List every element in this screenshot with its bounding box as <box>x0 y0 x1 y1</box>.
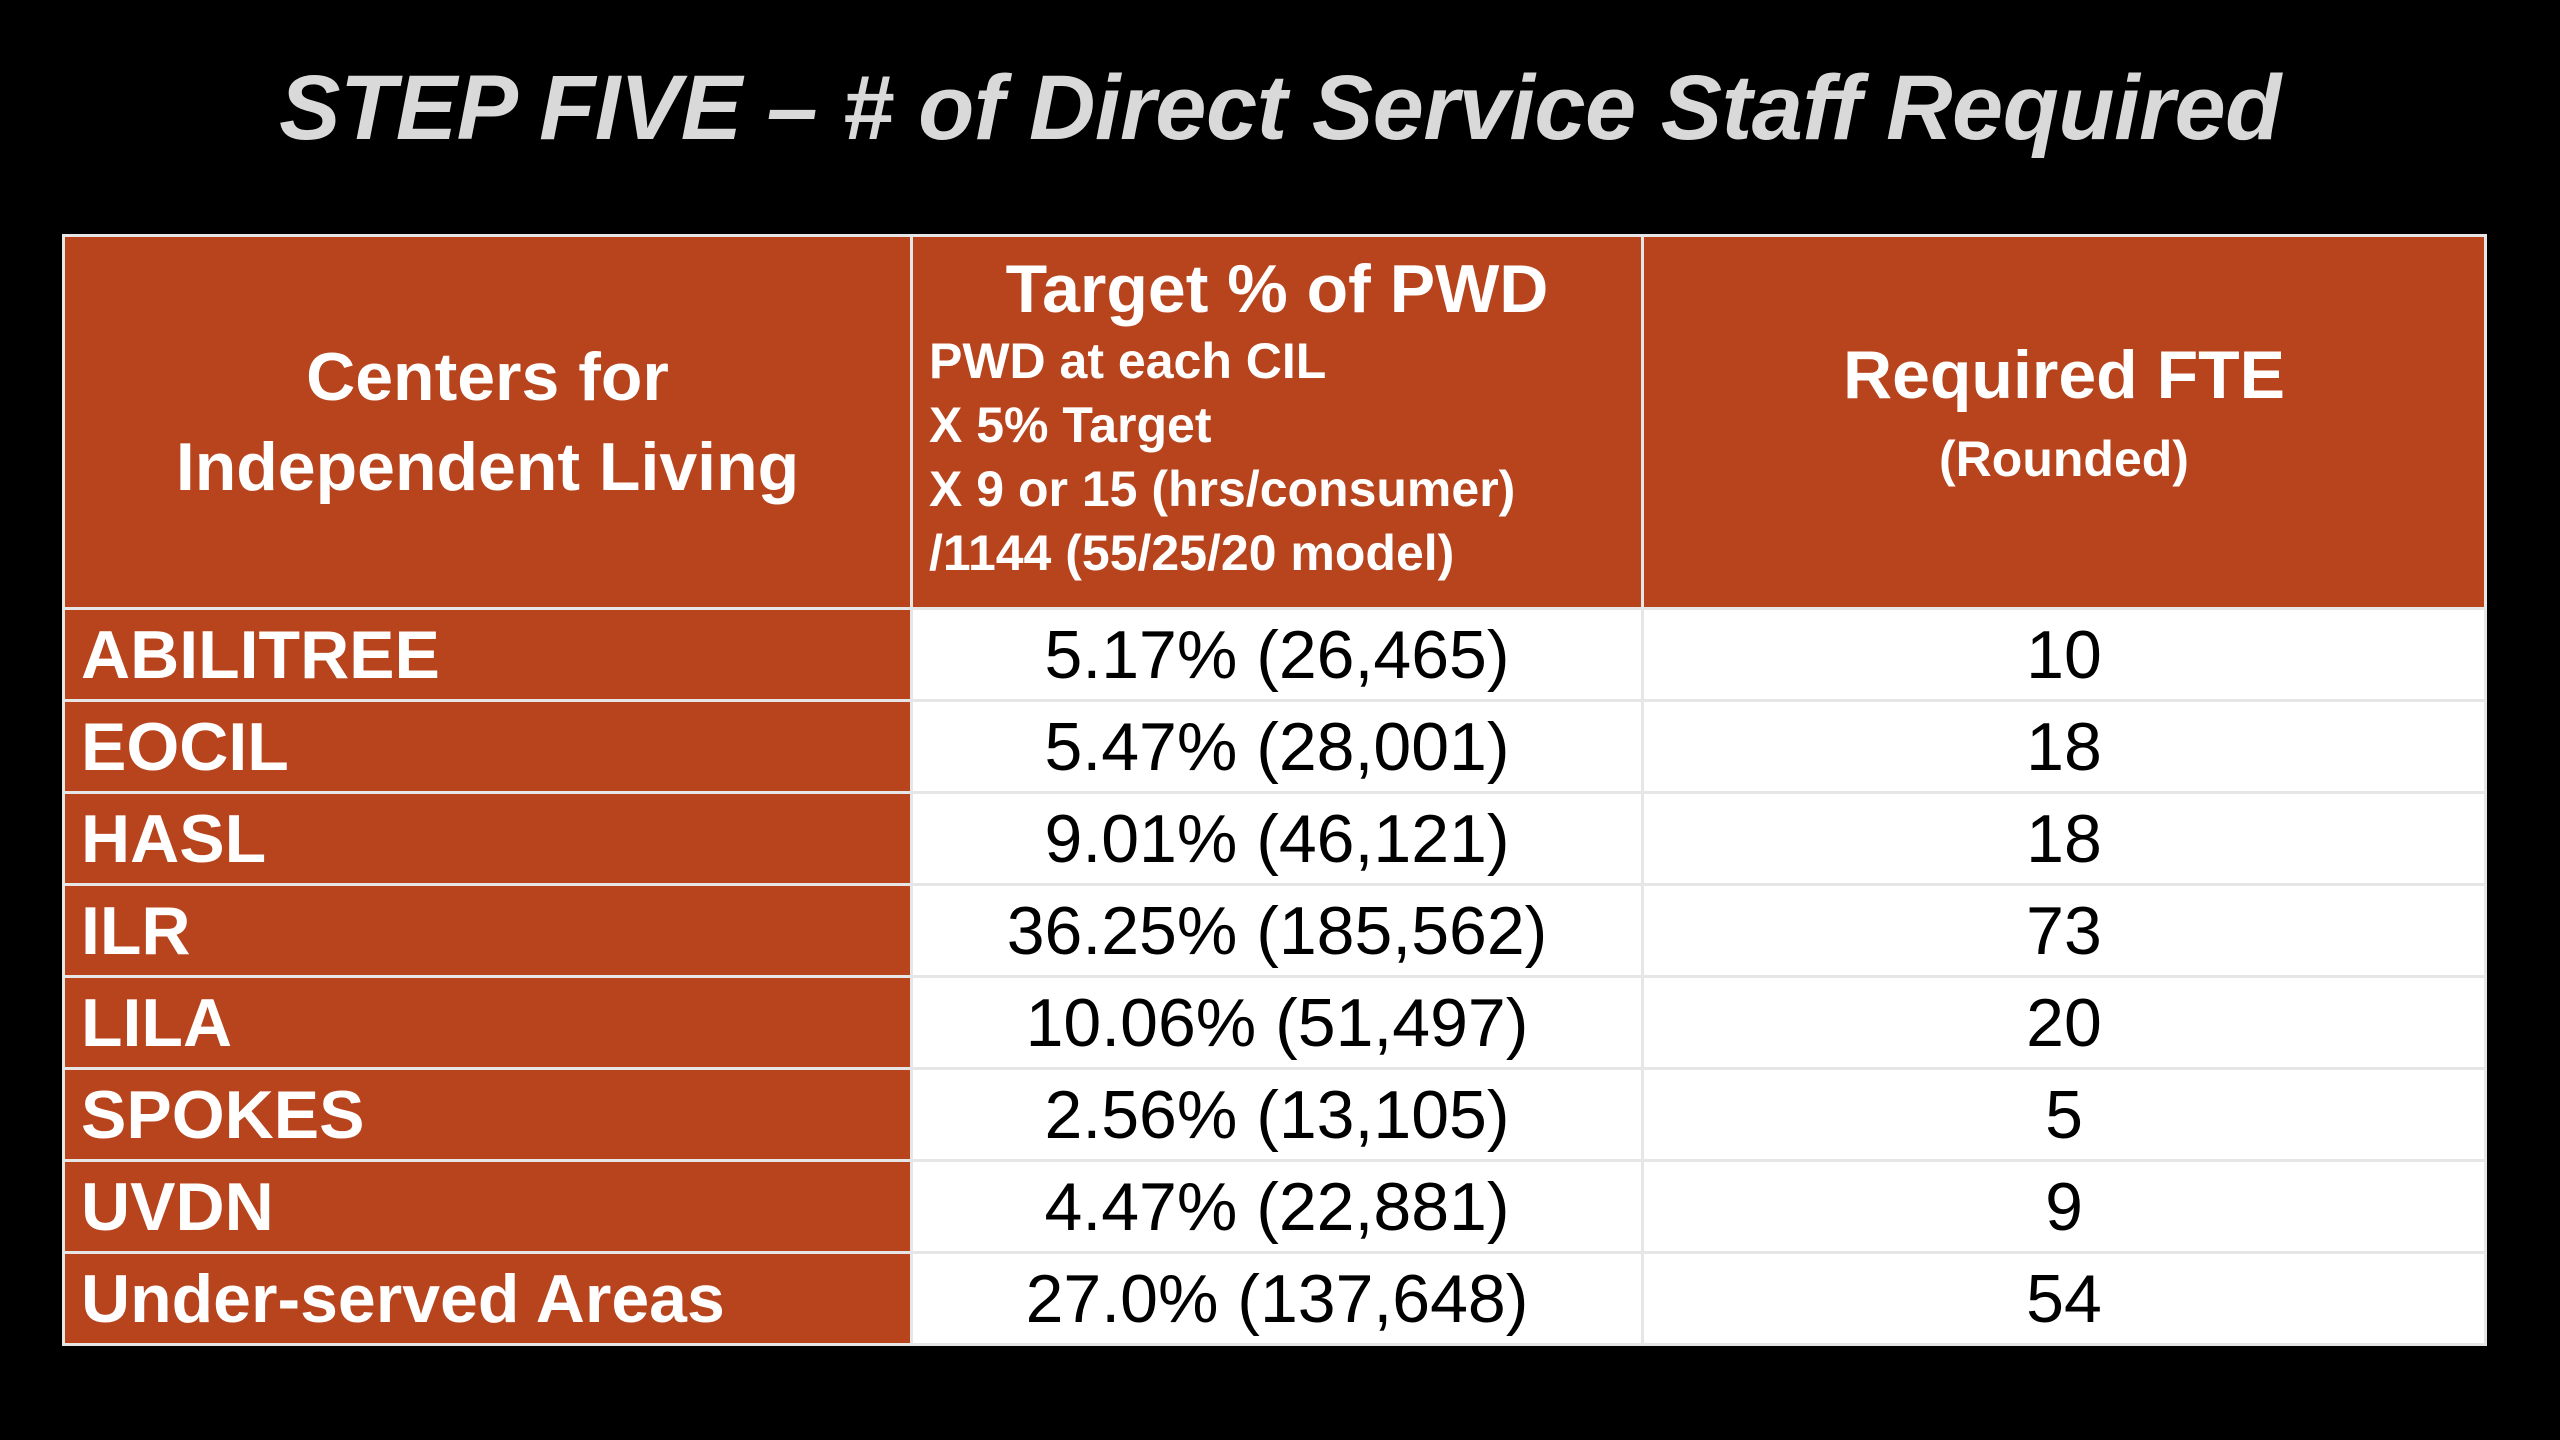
target-value: 5.17% (26,465) <box>911 608 1644 702</box>
fte-value: 10 <box>1642 608 2487 702</box>
target-value: 36.25% (185,562) <box>911 884 1644 978</box>
header-target: Target % of PWD PWD at each CIL X 5% Tar… <box>910 234 1644 610</box>
header-target-line: /1144 (55/25/20 model) <box>929 525 1455 581</box>
center-name: ILR <box>62 884 913 978</box>
table-row: UVDN 4.47% (22,881) 9 <box>62 1160 2487 1254</box>
target-value: 4.47% (22,881) <box>911 1160 1644 1254</box>
table-row: ABILITREE 5.17% (26,465) 10 <box>62 608 2487 702</box>
header-fte-title: Required FTE <box>1842 337 2286 413</box>
fte-value: 5 <box>1642 1068 2487 1162</box>
center-name: Under-served Areas <box>62 1252 913 1346</box>
target-value: 27.0% (137,648) <box>911 1252 1644 1346</box>
center-name: ABILITREE <box>62 608 913 702</box>
fte-value: 18 <box>1642 792 2487 886</box>
fte-value: 20 <box>1642 976 2487 1070</box>
fte-value: 18 <box>1642 700 2487 794</box>
header-target-line: PWD at each CIL <box>929 333 1327 389</box>
fte-value: 9 <box>1642 1160 2487 1254</box>
target-value: 9.01% (46,121) <box>911 792 1644 886</box>
center-name: HASL <box>62 792 913 886</box>
header-target-line: X 9 or 15 (hrs/consumer) <box>929 461 1516 517</box>
center-name: SPOKES <box>62 1068 913 1162</box>
header-target-line: X 5% Target <box>929 397 1212 453</box>
header-target-title: Target % of PWD <box>1005 251 1549 327</box>
table-row: LILA 10.06% (51,497) 20 <box>62 976 2487 1070</box>
target-value: 10.06% (51,497) <box>911 976 1644 1070</box>
staff-required-table: Centers for Independent Living Target % … <box>62 234 2487 1346</box>
center-name: LILA <box>62 976 913 1070</box>
target-value: 5.47% (28,001) <box>911 700 1644 794</box>
table-row: Under-served Areas 27.0% (137,648) 54 <box>62 1252 2487 1346</box>
fte-value: 54 <box>1642 1252 2487 1346</box>
table-row: ILR 36.25% (185,562) 73 <box>62 884 2487 978</box>
table-row: SPOKES 2.56% (13,105) 5 <box>62 1068 2487 1162</box>
fte-value: 73 <box>1642 884 2487 978</box>
header-centers: Centers for Independent Living <box>62 234 913 610</box>
table-row: HASL 9.01% (46,121) 18 <box>62 792 2487 886</box>
header-fte-subtitle: (Rounded) <box>1939 431 2189 487</box>
header-fte: Required FTE (Rounded) <box>1641 234 2487 610</box>
table-header-row: Centers for Independent Living Target % … <box>62 234 2487 610</box>
center-name: UVDN <box>62 1160 913 1254</box>
header-centers-line1: Centers for <box>306 339 669 415</box>
center-name: EOCIL <box>62 700 913 794</box>
slide-title: STEP FIVE – # of Direct Service Staff Re… <box>279 57 2281 159</box>
target-value: 2.56% (13,105) <box>911 1068 1644 1162</box>
table-row: EOCIL 5.47% (28,001) 18 <box>62 700 2487 794</box>
header-centers-line2: Independent Living <box>175 429 800 505</box>
